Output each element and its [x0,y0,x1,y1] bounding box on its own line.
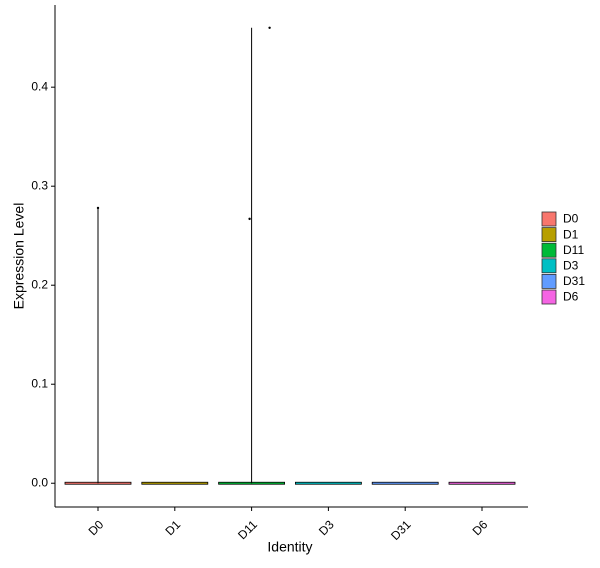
point [248,217,251,221]
violin [448,481,516,485]
violin [141,481,209,485]
x-tick-label: D31 [388,517,414,543]
point [268,26,271,29]
legend-key [541,289,557,305]
legend-key [541,211,557,227]
point [96,206,100,210]
x-tick-label: D1 [162,517,183,538]
legend-key [541,242,557,258]
y-tick-label: 0.3 [31,178,48,192]
legend-label: D1 [563,227,579,241]
legend-label: D0 [563,212,579,226]
legend-label: D3 [563,258,579,272]
y-tick-label: 0.2 [31,277,48,291]
legend-key [541,273,557,289]
legend-key [541,258,557,274]
x-tick-label: D0 [86,517,107,538]
x-axis-title: Identity [267,539,312,555]
y-tick-label: 0.4 [31,79,48,93]
violin [371,481,439,485]
x-tick-label: D11 [235,517,260,542]
y-tick-label: 0.0 [31,475,48,489]
y-axis-title: Expression Level [11,203,27,310]
legend-label: D6 [563,290,579,304]
legend-label: D11 [563,243,584,257]
y-tick-label: 0.1 [31,376,48,390]
x-tick-label: D6 [470,517,491,538]
x-tick-label: D3 [316,517,337,538]
legend-key [541,227,557,243]
violin [294,481,362,485]
legend-label: D31 [563,274,585,288]
